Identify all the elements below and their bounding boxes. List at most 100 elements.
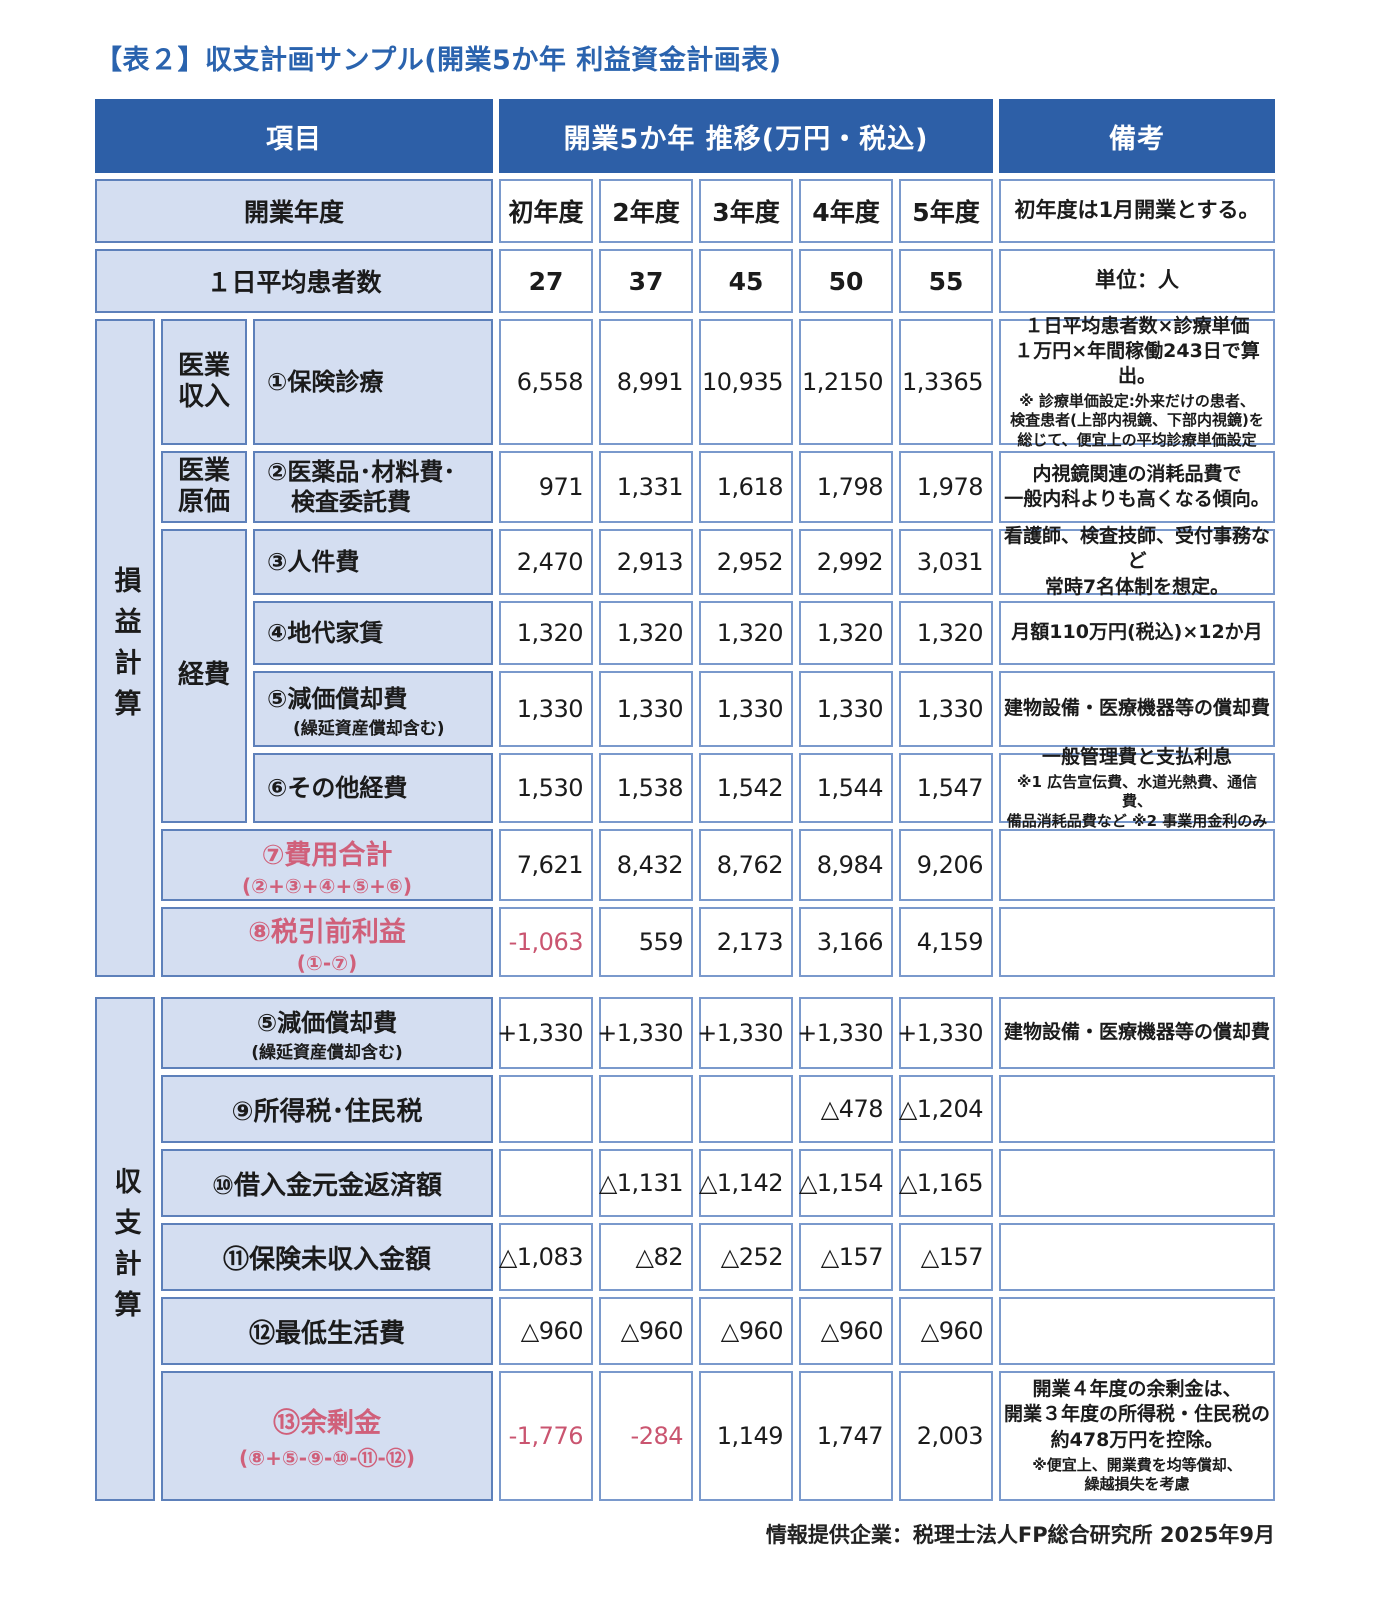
- row-label: ④地代家賃: [253, 601, 493, 665]
- value-cell: △478: [799, 1075, 893, 1143]
- row-remark: 建物設備・医療機器等の償却費: [999, 997, 1275, 1069]
- value-cell: +1,330: [597, 997, 693, 1069]
- remark-text: 内視鏡関連の消耗品費で 一般内科よりも高くなる傾向。: [1004, 462, 1270, 510]
- value-cell: 1,320: [599, 601, 693, 665]
- remark-text: 一般管理費と支払利息: [1041, 745, 1232, 768]
- value-cell: +1,330: [497, 997, 593, 1069]
- year-col-header: 5年度: [899, 179, 993, 243]
- value-cell: +1,330: [897, 997, 993, 1069]
- row-label-formula: (①-⑦): [296, 950, 358, 975]
- value-cell: 971: [499, 451, 593, 523]
- value-cell: +1,330: [797, 997, 893, 1069]
- value-cell: △157: [799, 1223, 893, 1291]
- row-label-sub: (繰延資産償却含む): [251, 1043, 403, 1063]
- row-remark: 一般管理費と支払利息 ※1 広告宣伝費、水道光熱費、通信費、 備品消耗品費など …: [999, 746, 1275, 830]
- row-remark-empty: [999, 907, 1275, 977]
- row-label-main: ⑤減価償却費: [267, 685, 408, 713]
- row-label-sub: (繰延資産償却含む): [293, 719, 445, 739]
- year-row-label: 開業年度: [95, 179, 493, 243]
- row-remark: 開業４年度の余剰金は、 開業３年度の所得税・住民税の 約478万円を控除。 ※便…: [999, 1371, 1275, 1501]
- value-cell: 1,149: [699, 1371, 793, 1501]
- value-cell: 1,330: [599, 671, 693, 747]
- value-cell: △157: [899, 1223, 993, 1291]
- value-cell: 8,432: [599, 829, 693, 901]
- value-cell: 8,762: [699, 829, 793, 901]
- value-cell: 1,330: [499, 671, 593, 747]
- group-label-expenses: 経費: [161, 529, 247, 823]
- remark-text: 看護師、検査技師、受付事務など 常時7名体制を想定。: [1003, 525, 1270, 598]
- row-label: ⑪保険未収入金額: [161, 1223, 493, 1291]
- value-cell: 1,330: [799, 671, 893, 747]
- remark-text: 月額110万円(税込)×12か月: [1011, 621, 1263, 644]
- patients-value: 50: [799, 249, 893, 313]
- value-cell: 10,935: [699, 319, 793, 445]
- value-cell: △1,165: [899, 1149, 993, 1217]
- row-remark-empty: [999, 1223, 1275, 1291]
- row-label-formula: (⑧+⑤-⑨-⑩-⑪-⑫): [239, 1446, 415, 1470]
- value-cell: 2,913: [599, 529, 693, 595]
- value-cell: -1,063: [499, 907, 593, 977]
- row-remark-empty: [999, 1075, 1275, 1143]
- patients-value: 45: [699, 249, 793, 313]
- group-label-medical-revenue: 医業 収入: [161, 319, 247, 445]
- row-label-main: ⑦費用合計: [261, 839, 393, 871]
- row-remark: 看護師、検査技師、受付事務など 常時7名体制を想定。: [999, 525, 1275, 598]
- value-cell: 559: [599, 907, 693, 977]
- section-label-profit-loss: 損益計算: [95, 319, 155, 977]
- value-cell: 1,320: [499, 601, 593, 665]
- value-cell: 3,031: [899, 529, 993, 595]
- remark-text: 建物設備・医療機器等の償却費: [1003, 1021, 1270, 1044]
- year-row-remark: 初年度は1月開業とする。: [999, 179, 1275, 243]
- row-label: ⑩借入金元金返済額: [161, 1149, 493, 1217]
- group-label-medical-cost: 医業 原価: [161, 451, 247, 523]
- section-label-cash-flow: 収支計算: [95, 997, 155, 1501]
- row-remark-empty: [999, 1149, 1275, 1217]
- row-label: ③人件費: [253, 529, 493, 595]
- remark-note: ※便宜上、開業費を均等償却、 繰越損失を考慮: [1032, 1455, 1242, 1494]
- value-cell: [699, 1075, 793, 1143]
- value-cell: 1,331: [599, 451, 693, 523]
- patients-row-label: １日平均患者数: [95, 249, 493, 313]
- value-cell: 1,320: [799, 601, 893, 665]
- patients-value: 37: [599, 249, 693, 313]
- remark-text: 単位：人: [1095, 268, 1179, 293]
- table-title: 【表２】収支計画サンプル(開業5か年 利益資金計画表): [95, 45, 782, 76]
- value-cell: -284: [599, 1371, 693, 1501]
- value-cell: 1,618: [699, 451, 793, 523]
- row-remark: 内視鏡関連の消耗品費で 一般内科よりも高くなる傾向。: [999, 451, 1275, 523]
- value-cell: [599, 1075, 693, 1143]
- row-label-main: ⑧税引前利益: [248, 916, 406, 948]
- value-cell: 1,544: [799, 753, 893, 823]
- value-cell: 1,330: [699, 671, 793, 747]
- row-label: ⑥その他経費: [253, 753, 493, 823]
- value-cell: 1,530: [499, 753, 593, 823]
- value-cell: △960: [499, 1297, 593, 1365]
- value-cell: -1,776: [499, 1371, 593, 1501]
- year-col-header: 4年度: [799, 179, 893, 243]
- remark-note: ※1 広告宣伝費、水道光熱費、通信費、 備品消耗品費など ※2 事業用金利のみ: [1006, 772, 1268, 830]
- header-trend: 開業5か年 推移(万円・税込): [499, 99, 993, 173]
- row-label: ②医薬品･材料費･ 検査委託費: [253, 451, 493, 523]
- row-label-formula: (②+③+④+⑤+⑥): [242, 873, 412, 898]
- year-col-header: 2年度: [599, 179, 693, 243]
- value-cell: 8,991: [599, 319, 693, 445]
- value-cell: △82: [599, 1223, 693, 1291]
- row-remark-empty: [999, 829, 1275, 901]
- value-cell: 1,978: [899, 451, 993, 523]
- remark-text: 建物設備・医療機器等の償却費: [1003, 697, 1270, 720]
- value-cell: 1,2150: [799, 319, 893, 445]
- value-cell: 9,206: [899, 829, 993, 901]
- value-cell: 2,992: [799, 529, 893, 595]
- value-cell: △960: [799, 1297, 893, 1365]
- year-col-header: 初年度: [499, 179, 593, 243]
- row-label-main: ⑤減価償却費: [256, 1009, 398, 1037]
- value-cell: 1,320: [699, 601, 793, 665]
- row-label: ⑤減価償却費 (繰延資産償却含む): [253, 671, 493, 747]
- patients-value: 27: [499, 249, 593, 313]
- value-cell: 8,984: [799, 829, 893, 901]
- value-cell: 6,558: [499, 319, 593, 445]
- remark-text: 初年度は1月開業とする。: [1014, 198, 1260, 223]
- row-remark: 建物設備・医療機器等の償却費: [999, 671, 1275, 747]
- value-cell: △252: [699, 1223, 793, 1291]
- value-cell: △960: [599, 1297, 693, 1365]
